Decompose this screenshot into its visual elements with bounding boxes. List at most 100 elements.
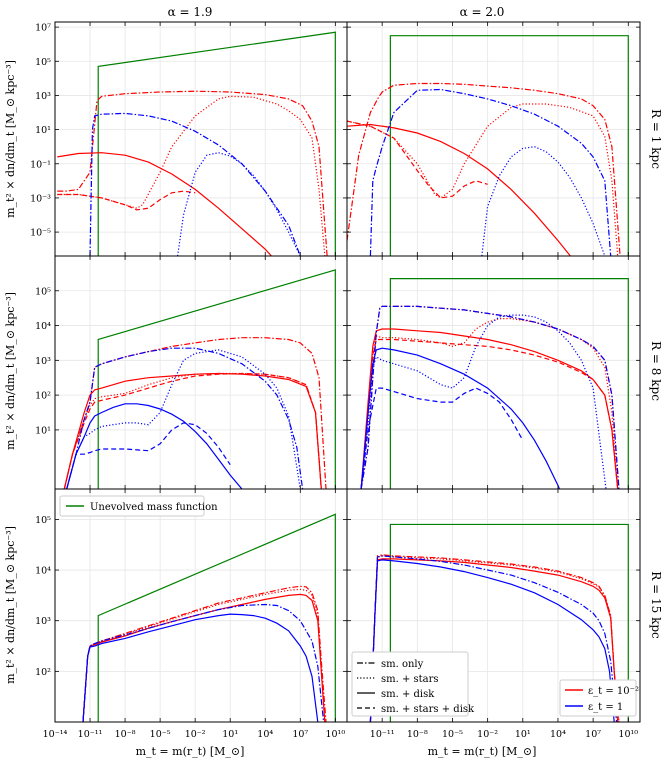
y-tick-label: 10² — [35, 391, 51, 402]
series-line-sm-only-t-10 — [360, 305, 620, 489]
x-tick-label: 10¹ — [515, 729, 531, 740]
series-line-sm-stars-t-1 — [177, 152, 301, 256]
legend-label-sm-stars-disk: sm. + stars + disk — [381, 704, 475, 715]
y-tick-label: 10⁵ — [35, 57, 51, 68]
legend-unevolved: Unevolved mass function — [59, 495, 218, 517]
y-tick-label: 10³ — [35, 616, 51, 627]
column-title-alpha-1-9: α = 1.9 — [168, 5, 213, 19]
y-tick-label: 10¹ — [35, 125, 51, 136]
series-line-sm-stars-t-10 — [347, 103, 619, 256]
series-line-sm-stars-disk-t-10 — [360, 338, 619, 489]
y-tick-label: 10² — [35, 667, 51, 678]
x-tick-label: 10¹⁰ — [618, 729, 638, 740]
series-line-sm-stars-t-10 — [82, 588, 326, 722]
series-line-sm-disk-t-1 — [66, 403, 243, 489]
unevolved-mass-function-line — [389, 35, 629, 256]
y-tick-label: 10⁻¹ — [30, 159, 51, 170]
legend-label-sm-stars: sm. + stars — [381, 674, 439, 685]
row-label-r8: R = 8 kpc — [649, 341, 663, 401]
series-line-sm-disk-t-10 — [82, 593, 326, 722]
x-tick-label: 10⁻¹¹ — [78, 729, 103, 740]
legend-label-sm-disk: sm. + disk — [381, 689, 435, 700]
series-line-sm-stars-t-1 — [360, 314, 607, 489]
row-label-r15: R = 15 kpc — [649, 571, 663, 639]
unevolved-mass-function-line — [389, 523, 629, 722]
series-line-sm-disk-t-1 — [82, 613, 319, 722]
series-line-sm-stars-disk-t-1 — [66, 422, 231, 489]
y-tick-label: 10⁻⁵ — [30, 228, 51, 239]
x-tick-label: 10⁻⁵ — [442, 729, 463, 740]
unevolved-mass-function-line — [389, 278, 629, 489]
x-tick-label: 10⁻¹¹ — [370, 729, 395, 740]
x-tick-label: 10⁻² — [477, 729, 498, 740]
series-line-sm-only-t-1 — [360, 305, 620, 489]
y-axis-label-row1: m_t² × dn/dm_t [M_⊙ kpc⁻³] — [4, 60, 17, 218]
x-tick-label: 10⁻⁸ — [115, 729, 136, 740]
panel-frame — [346, 488, 641, 723]
column-title-alpha-2-0: α = 2.0 — [460, 5, 505, 19]
y-tick-label: 10³ — [35, 356, 51, 367]
x-tick-label: 10¹⁰ — [325, 729, 345, 740]
series-line-sm-disk-t-10 — [347, 123, 572, 256]
series-line-sm-disk-t-1 — [369, 559, 615, 722]
x-tick-label: 10⁴ — [257, 729, 273, 740]
panel-r2-c2 — [346, 255, 641, 490]
x-tick-label: 10⁻¹⁴ — [43, 729, 68, 740]
y-tick-label: 10³ — [35, 91, 51, 102]
x-tick-label: 10⁻² — [185, 729, 206, 740]
legend-label-eps-one: ε_t = 1 — [588, 702, 623, 713]
series-line-sm-only-t-10 — [57, 90, 328, 256]
y-tick-label: 10⁴ — [35, 321, 51, 332]
series-line-sm-only-t-1 — [66, 347, 304, 489]
x-tick-label: 10⁻⁸ — [407, 729, 428, 740]
y-tick-label: 10⁵ — [35, 515, 51, 526]
series-line-sm-stars-t-10 — [360, 318, 619, 489]
y-tick-label: 10⁴ — [35, 566, 51, 577]
legend-epsilon: ε_t = 10⁻² ε_t = 1 — [559, 679, 639, 717]
legend-linestyles: sm. only sm. + stars sm. + disk sm. + st… — [351, 651, 475, 717]
series-line-sm-stars-disk-t-10 — [57, 190, 196, 211]
series-line-sm-only-t-10 — [347, 82, 621, 256]
unevolved-mass-function-line — [97, 513, 336, 722]
y-tick-label: 10⁷ — [35, 23, 51, 34]
legend-unevolved-label: Unevolved mass function — [90, 502, 218, 513]
panel-r1-c1: 10⁷ 10⁵ 10³ 10¹ 10⁻¹ 10⁻³ 10⁻⁵ — [30, 21, 348, 257]
series-line-sm-stars-t-1 — [66, 349, 301, 489]
series-line-sm-disk-t-10 — [57, 152, 273, 256]
series-line-sm-stars-disk-t-10 — [63, 372, 322, 489]
series-line-sm-disk-t-10 — [369, 558, 619, 722]
y-tick-label: 10⁻³ — [30, 193, 51, 204]
unevolved-mass-function-line — [97, 269, 336, 489]
legend-label-eps-small: ε_t = 10⁻² — [588, 686, 639, 697]
series-line-sm-stars-t-10 — [63, 372, 322, 489]
series-line-sm-stars-disk-t-1 — [360, 387, 524, 489]
row-label-r1: R = 1 kpc — [649, 109, 663, 169]
series-line-sm-disk-t-1 — [360, 347, 561, 489]
series-line-sm-only-t-10 — [63, 337, 327, 489]
series-line-sm-disk-t-10 — [63, 372, 322, 489]
y-tick-label: 10⁵ — [35, 286, 51, 297]
x-axis-label-left: m_t = m(r_t) [M_⊙] — [136, 745, 245, 758]
series-line-sm-only-t-1 — [89, 112, 301, 256]
x-tick-label: 10⁻⁵ — [150, 729, 171, 740]
y-axis-label-row3: m_t² × dn/dm_t [M_⊙ kpc⁻³] — [4, 526, 17, 684]
x-tick-label: 10⁷ — [292, 729, 308, 740]
x-tick-label: 10⁴ — [550, 729, 566, 740]
series-line-sm-stars-t-1 — [481, 146, 606, 256]
legend-label-sm-only: sm. only — [381, 659, 424, 670]
unevolved-mass-function-line — [97, 31, 336, 256]
x-tick-label: 10⁷ — [585, 729, 601, 740]
x-axis-label-right: m_t = m(r_t) [M_⊙] — [428, 745, 537, 758]
series-line-sm-disk-t-10 — [360, 328, 619, 489]
panel-r1-c2 — [346, 21, 641, 257]
series-line-sm-only-t-1 — [369, 88, 612, 256]
y-tick-label: 10¹ — [35, 425, 51, 436]
series-line-sm-only-t-1 — [82, 603, 325, 722]
panel-grid: 10⁷10⁵10³10¹10⁻¹10⁻³10⁻⁵10⁵10⁴10³10²10¹1… — [30, 21, 641, 740]
series-line-sm-stars-disk-t-10 — [347, 120, 488, 199]
y-axis-label-row2: m_t² × dn/dm_t [M_⊙ kpc⁻³] — [4, 292, 17, 450]
panel-r3-c1: 10⁵ 10⁴ 10³ 10² 10⁻¹⁴ 10⁻¹¹ 10⁻⁸ 10⁻⁵ 10⁻² 10¹ 10⁴… — [35, 488, 348, 740]
x-tick-label: 10¹ — [222, 729, 238, 740]
series-line-sm-only-t-1 — [369, 555, 618, 722]
